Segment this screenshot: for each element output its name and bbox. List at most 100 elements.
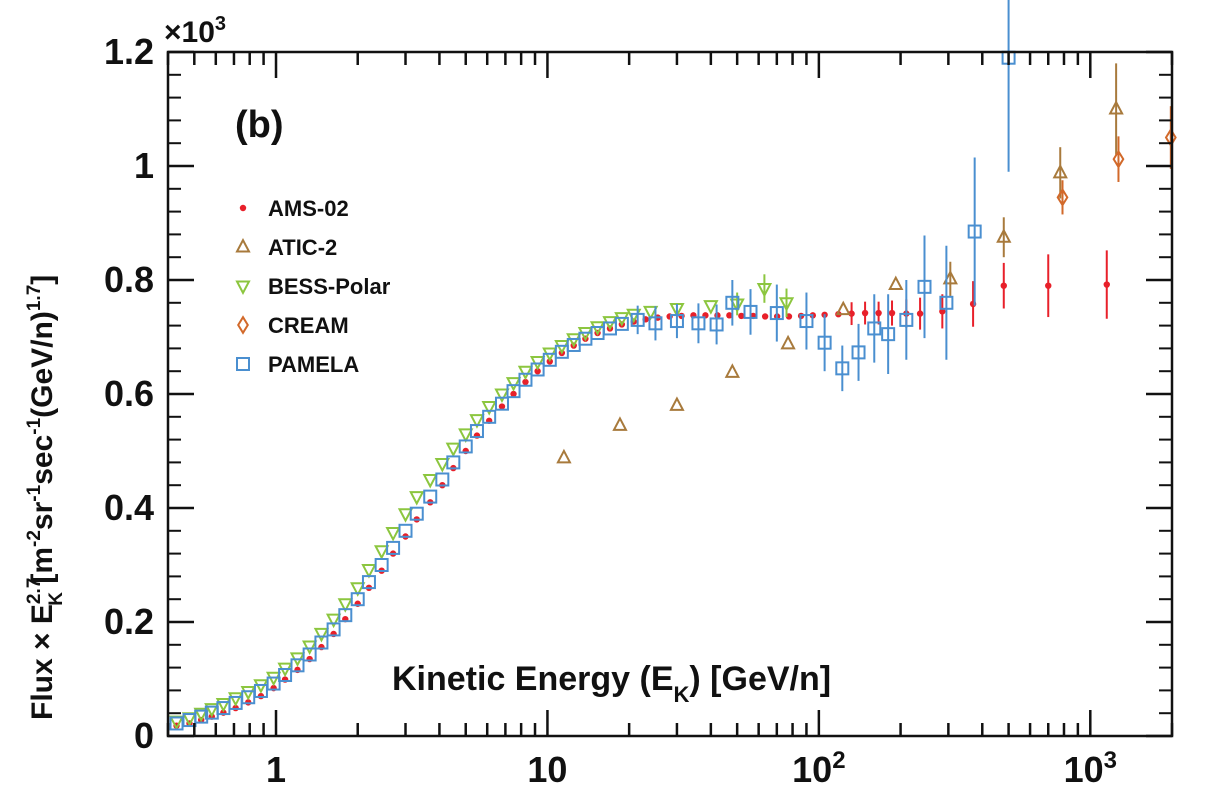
panel-label: (b) <box>235 104 284 146</box>
legend-label: CREAM <box>268 313 349 338</box>
data-point <box>799 314 814 329</box>
x-tick-label: 102 <box>792 747 845 790</box>
y-multiplier: ×103 <box>164 13 226 49</box>
data-point <box>725 295 740 310</box>
data-point <box>194 709 209 724</box>
data-point <box>691 316 706 331</box>
data-point <box>313 627 330 643</box>
data-point <box>542 352 557 367</box>
data-point <box>423 489 438 504</box>
y-tick-label: 0.4 <box>104 487 154 528</box>
data-point <box>917 279 932 294</box>
x-tick-label: 1 <box>266 749 286 790</box>
data-point <box>1103 281 1110 288</box>
data-point <box>729 298 745 313</box>
data-point <box>386 540 401 555</box>
legend-label: AMS-02 <box>268 196 349 221</box>
data-point <box>505 377 522 392</box>
y-tick-label: 0 <box>134 715 154 756</box>
data-point <box>1045 282 1052 289</box>
data-point <box>642 305 659 321</box>
data-point <box>835 300 851 316</box>
data-point <box>888 275 904 291</box>
data-point <box>614 316 629 331</box>
data-point <box>778 297 795 312</box>
series-atic-2 <box>556 63 1124 464</box>
data-point <box>482 409 497 424</box>
data-point <box>738 312 745 320</box>
data-point <box>1056 187 1069 208</box>
data-point <box>780 334 796 350</box>
data-point <box>204 703 220 718</box>
data-point <box>397 508 414 523</box>
data-point <box>612 416 628 431</box>
data-point <box>534 368 541 375</box>
data-point <box>458 428 474 443</box>
y-axis-title: Flux × E2.7K [m-2sr-1sec-1(GeV/n)1.7] <box>24 275 67 720</box>
legend-label: ATIC-2 <box>268 235 337 260</box>
y-tick-label: 0.6 <box>104 373 154 414</box>
legend-marker <box>235 280 251 296</box>
data-point <box>967 224 982 239</box>
data-point <box>446 455 461 470</box>
data-point <box>761 313 769 320</box>
data-point <box>522 378 529 386</box>
data-point <box>373 545 390 560</box>
data-point <box>726 312 733 319</box>
data-point <box>337 598 353 613</box>
data-point <box>939 295 954 310</box>
data-point <box>434 458 450 473</box>
data-point <box>724 363 741 378</box>
data-point <box>888 309 896 317</box>
data-point <box>422 474 438 489</box>
data-point <box>385 527 401 542</box>
data-point <box>301 640 318 655</box>
data-point <box>530 362 545 377</box>
data-point <box>756 283 773 298</box>
y-tick-label: 1 <box>134 145 154 186</box>
data-point <box>648 316 663 331</box>
data-point <box>743 304 758 319</box>
legend-marker <box>239 204 247 212</box>
data-point <box>361 575 376 590</box>
legend-marker <box>236 357 250 371</box>
data-point <box>409 491 425 506</box>
y-tick-label: 0.8 <box>104 259 154 300</box>
data-point <box>769 306 784 321</box>
data-point <box>1052 163 1068 179</box>
data-point <box>338 608 353 623</box>
data-point <box>709 317 724 332</box>
data-point <box>506 384 521 399</box>
data-point <box>278 668 293 683</box>
legend-marker <box>237 315 249 335</box>
data-point <box>361 564 377 579</box>
data-point <box>494 396 509 411</box>
legend-marker <box>235 237 251 253</box>
data-point <box>325 613 342 629</box>
data-point <box>458 439 473 454</box>
data-point <box>851 345 866 360</box>
data-point <box>302 647 317 662</box>
data-point <box>510 390 517 398</box>
y-tick-label: 1.2 <box>104 31 154 72</box>
x-tick-label: 10 <box>527 749 567 790</box>
data-point <box>835 361 850 376</box>
data-point <box>498 403 506 410</box>
series-pamela <box>169 0 1016 731</box>
data-point <box>326 622 341 637</box>
data-point <box>848 310 855 317</box>
data-point <box>314 635 329 650</box>
data-point <box>435 472 450 487</box>
data-point <box>1112 149 1125 169</box>
data-point <box>227 692 244 707</box>
data-point <box>669 396 685 411</box>
data-point <box>875 309 882 317</box>
data-point <box>481 401 497 416</box>
data-point <box>669 314 684 329</box>
data-point <box>398 523 413 538</box>
data-point <box>517 365 534 381</box>
data-point <box>494 388 510 404</box>
y-tick-label: 0.2 <box>104 601 154 642</box>
data-point <box>350 582 366 597</box>
x-tick-label: 103 <box>1064 747 1117 790</box>
